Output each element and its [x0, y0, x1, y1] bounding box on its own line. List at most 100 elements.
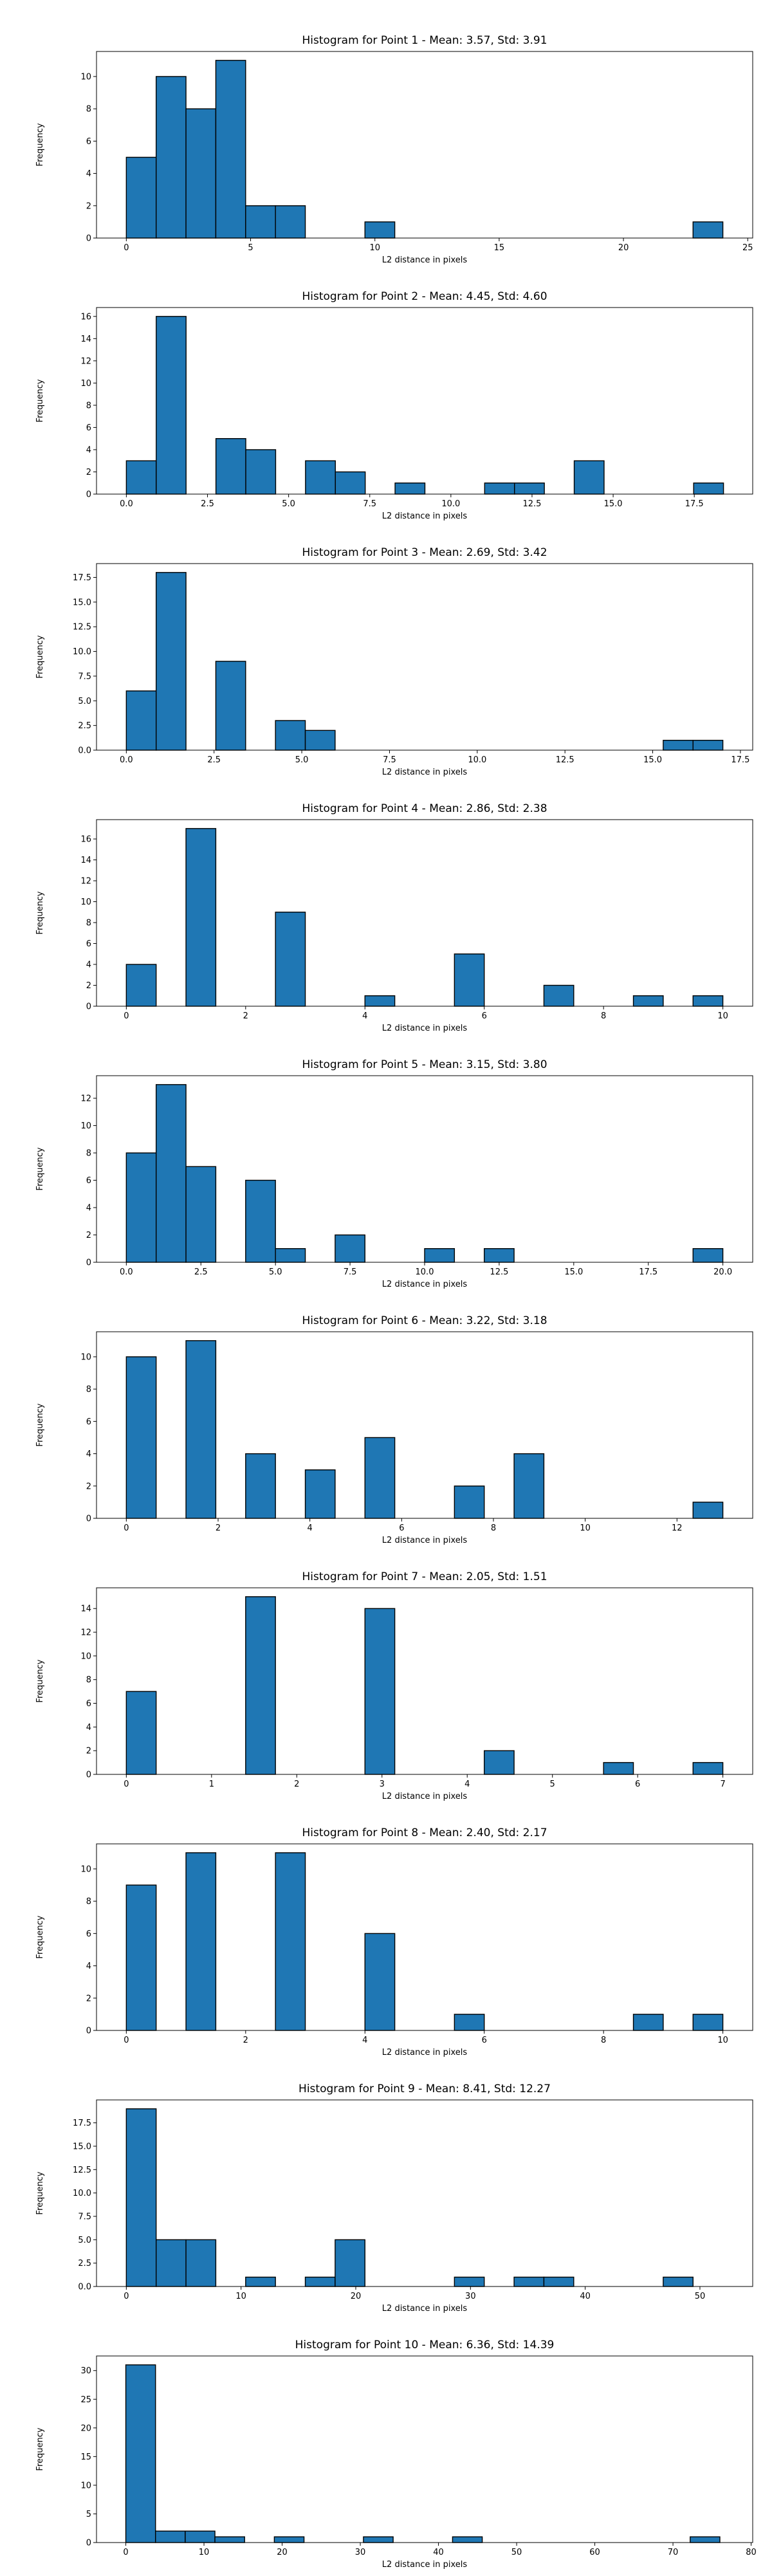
- x-tick-label: 12: [672, 1523, 683, 1533]
- histogram-bar: [484, 1750, 515, 1775]
- histogram-bar: [245, 1596, 276, 1775]
- histogram-bar: [454, 1486, 485, 1519]
- chart-title: Histogram for Point 5 - Mean: 3.15, Std:…: [302, 1058, 547, 1071]
- y-axis-label: Frequency: [35, 1147, 45, 1190]
- x-tick-label: 10: [580, 1523, 591, 1533]
- x-tick-label: 5: [248, 243, 253, 253]
- histogram-bar: [454, 2276, 485, 2287]
- y-tick-label: 20: [80, 2424, 91, 2433]
- histogram-bar: [364, 1608, 396, 1775]
- histogram-bar: [185, 2530, 216, 2543]
- x-tick-label: 10.0: [441, 499, 460, 509]
- x-tick-label: 7: [720, 1780, 725, 1789]
- x-axis-label: L2 distance in pixels: [382, 511, 468, 521]
- histogram-bar: [363, 2536, 394, 2543]
- y-tick-label: 8: [86, 1149, 91, 1159]
- histogram-bar: [125, 964, 157, 1007]
- x-tick-label: 40: [433, 2548, 444, 2557]
- histogram-bar: [692, 221, 724, 239]
- y-tick-label: 4: [86, 1204, 91, 1213]
- y-tick-label: 0: [86, 2027, 91, 2036]
- y-tick-label: 0.0: [78, 746, 91, 756]
- x-tick-label: 20: [618, 243, 629, 253]
- histogram-bar: [185, 1340, 217, 1519]
- histogram-bar: [484, 1248, 515, 1263]
- y-tick-label: 10.0: [73, 647, 91, 657]
- x-tick-label: 0: [124, 1011, 129, 1021]
- histogram-bar: [692, 995, 724, 1007]
- y-tick-label: 4: [86, 169, 91, 179]
- x-tick-label: 6: [482, 1011, 487, 1021]
- axes-frame: [96, 1587, 753, 1775]
- y-tick-label: 8: [86, 1385, 91, 1395]
- x-tick-label: 17.5: [731, 755, 749, 765]
- y-tick-label: 4: [86, 1962, 91, 1971]
- y-tick-label: 10.0: [73, 2189, 91, 2198]
- histogram-bar: [632, 2014, 664, 2031]
- x-tick-label: 0.0: [120, 499, 133, 509]
- x-tick-label: 10: [235, 2292, 246, 2301]
- histogram-bar: [215, 60, 246, 239]
- y-tick-label: 2: [86, 201, 91, 211]
- x-tick-label: 15: [494, 243, 505, 253]
- y-tick-label: 10: [80, 897, 91, 907]
- y-tick-label: 25: [80, 2395, 91, 2405]
- y-axis-label: Frequency: [35, 1403, 45, 1446]
- y-tick-label: 12.5: [73, 2166, 91, 2175]
- y-axis-label: Frequency: [35, 2171, 45, 2214]
- y-tick-label: 0: [86, 2539, 91, 2548]
- y-tick-label: 6: [86, 1699, 91, 1709]
- y-axis-label: Frequency: [35, 2427, 45, 2470]
- x-tick-label: 10.0: [468, 755, 486, 765]
- y-tick-label: 12: [80, 356, 91, 366]
- chart-title: Histogram for Point 8 - Mean: 2.40, Std:…: [302, 1826, 547, 1839]
- x-axis-label: L2 distance in pixels: [382, 2304, 468, 2314]
- x-tick-label: 0: [124, 243, 129, 253]
- y-tick-label: 4: [86, 1723, 91, 1733]
- x-tick-label: 0.0: [120, 755, 133, 765]
- y-tick-label: 6: [86, 939, 91, 949]
- histogram-bar: [484, 483, 515, 495]
- chart-title: Histogram for Point 10 - Mean: 6.36, Std…: [295, 2339, 555, 2351]
- x-tick-label: 7.5: [383, 755, 396, 765]
- y-tick-label: 0: [86, 1258, 91, 1268]
- histogram-bar: [394, 483, 426, 495]
- y-tick-label: 12: [80, 1094, 91, 1104]
- x-tick-label: 8: [601, 1011, 606, 1021]
- y-axis-label: Frequency: [35, 123, 45, 166]
- histogram-bar: [513, 1453, 545, 1519]
- y-tick-label: 15.0: [73, 2142, 91, 2151]
- y-tick-label: 7.5: [78, 2212, 91, 2222]
- x-tick-label: 12.5: [522, 499, 541, 509]
- x-tick-label: 6: [399, 1523, 404, 1533]
- axes-frame: [96, 51, 753, 239]
- y-tick-label: 14: [80, 1605, 91, 1614]
- x-tick-label: 2: [216, 1523, 221, 1533]
- x-tick-label: 10: [717, 2036, 728, 2045]
- histogram-bar: [215, 437, 246, 495]
- histogram-bar: [185, 1166, 217, 1263]
- x-tick-label: 15.0: [564, 1267, 583, 1277]
- histogram-bar: [214, 2536, 245, 2543]
- x-axis-label: L2 distance in pixels: [382, 1792, 468, 1801]
- histogram-bar: [632, 995, 664, 1007]
- histogram-bar: [275, 1248, 306, 1263]
- y-tick-label: 5.0: [78, 2236, 91, 2245]
- y-tick-label: 6: [86, 423, 91, 433]
- histogram-bar: [156, 572, 187, 751]
- histogram-bar: [156, 2239, 187, 2287]
- x-tick-label: 20: [351, 2292, 362, 2301]
- axes-frame: [96, 2355, 753, 2543]
- x-tick-label: 4: [362, 2036, 367, 2045]
- histogram-panel: Histogram for Point 10 - Mean: 6.36, Std…: [35, 2339, 757, 2570]
- y-tick-label: 6: [86, 1176, 91, 1186]
- histogram-bar: [156, 1084, 187, 1263]
- x-tick-label: 5.0: [269, 1267, 282, 1277]
- histogram-bar: [692, 1248, 724, 1263]
- histogram-bar: [275, 1852, 306, 2031]
- y-tick-label: 14: [80, 856, 91, 865]
- x-tick-label: 3: [380, 1780, 385, 1789]
- histogram-bar: [692, 2014, 724, 2031]
- y-tick-label: 6: [86, 1929, 91, 1939]
